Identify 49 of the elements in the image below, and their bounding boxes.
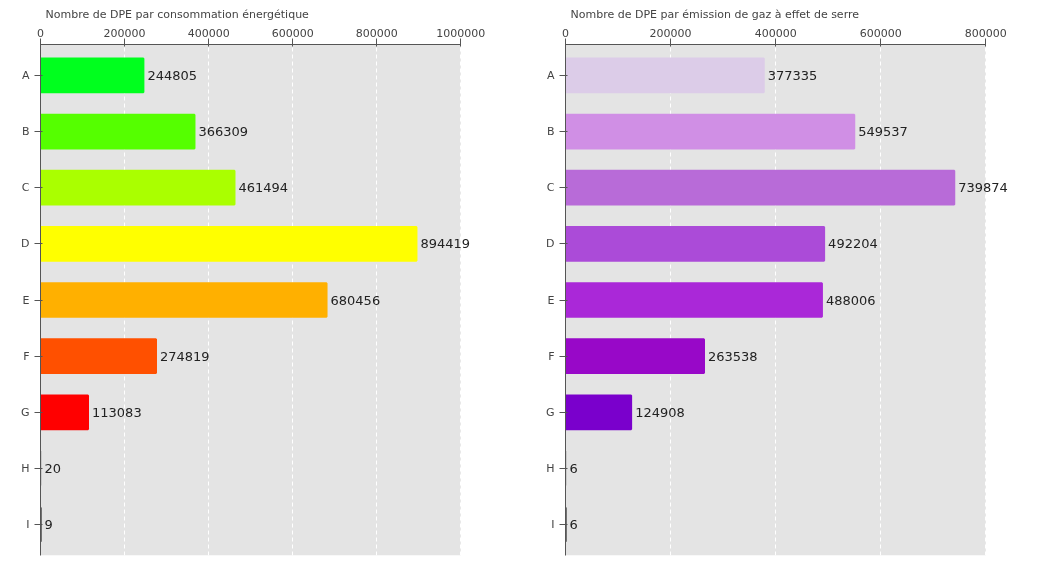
- x-tick-label: 600000: [271, 26, 314, 40]
- data-label: 263538: [707, 348, 758, 364]
- y-tick-label: G: [545, 405, 555, 419]
- y-tick-label: H: [21, 461, 30, 475]
- data-label: 274819: [160, 348, 210, 364]
- y-tick-label: C: [21, 181, 30, 195]
- data-label: 492204: [828, 236, 878, 252]
- x-tick-label: 400000: [754, 26, 797, 40]
- y-tick-label: C: [546, 181, 555, 195]
- data-label: 549537: [858, 124, 908, 140]
- y-tick-label: I: [551, 518, 555, 532]
- y-tick-label: A: [21, 68, 30, 82]
- x-tick-label: 600000: [859, 26, 902, 40]
- x-tick-label: 200000: [649, 26, 692, 40]
- y-tick-label: E: [22, 293, 30, 307]
- data-label: 20: [44, 460, 62, 476]
- y-tick-label: B: [21, 125, 30, 139]
- y-tick-label: F: [548, 349, 555, 363]
- data-label: 366309: [198, 124, 249, 140]
- data-label: 6: [569, 460, 578, 476]
- x-tick-label: 0: [37, 26, 44, 40]
- y-tick-label: F: [23, 349, 30, 363]
- y-tick-label: E: [547, 293, 555, 307]
- data-label: 6: [569, 517, 578, 533]
- y-tick-label: G: [20, 405, 30, 419]
- x-tick-label: 0: [562, 26, 569, 40]
- y-tick-label: H: [546, 461, 555, 475]
- data-label: 377335: [767, 67, 818, 83]
- data-label: 244805: [147, 67, 198, 83]
- chart-title: Nombre de DPE par consommation énergétique: [45, 7, 310, 21]
- x-tick-label: 1000000: [436, 26, 486, 40]
- y-tick-label: I: [26, 518, 30, 532]
- data-label: 680456: [330, 292, 381, 308]
- data-label: 113083: [92, 404, 142, 420]
- data-label: 9: [44, 517, 53, 533]
- x-tick-label: 200000: [103, 26, 146, 40]
- data-label: 124908: [635, 404, 685, 420]
- chart-title: Nombre de DPE par émission de gaz à effet de serre: [570, 7, 860, 21]
- data-label: 488006: [825, 292, 876, 308]
- data-label: 894419: [420, 236, 471, 252]
- y-tick-label: D: [546, 237, 555, 251]
- y-tick-label: D: [21, 237, 30, 251]
- y-tick-label: B: [546, 125, 555, 139]
- y-tick-label: A: [546, 68, 555, 82]
- x-tick-label: 800000: [355, 26, 398, 40]
- data-label: 739874: [958, 180, 1008, 196]
- x-tick-label: 400000: [187, 26, 230, 40]
- data-label: 461494: [238, 180, 289, 196]
- x-tick-label: 800000: [964, 26, 1007, 40]
